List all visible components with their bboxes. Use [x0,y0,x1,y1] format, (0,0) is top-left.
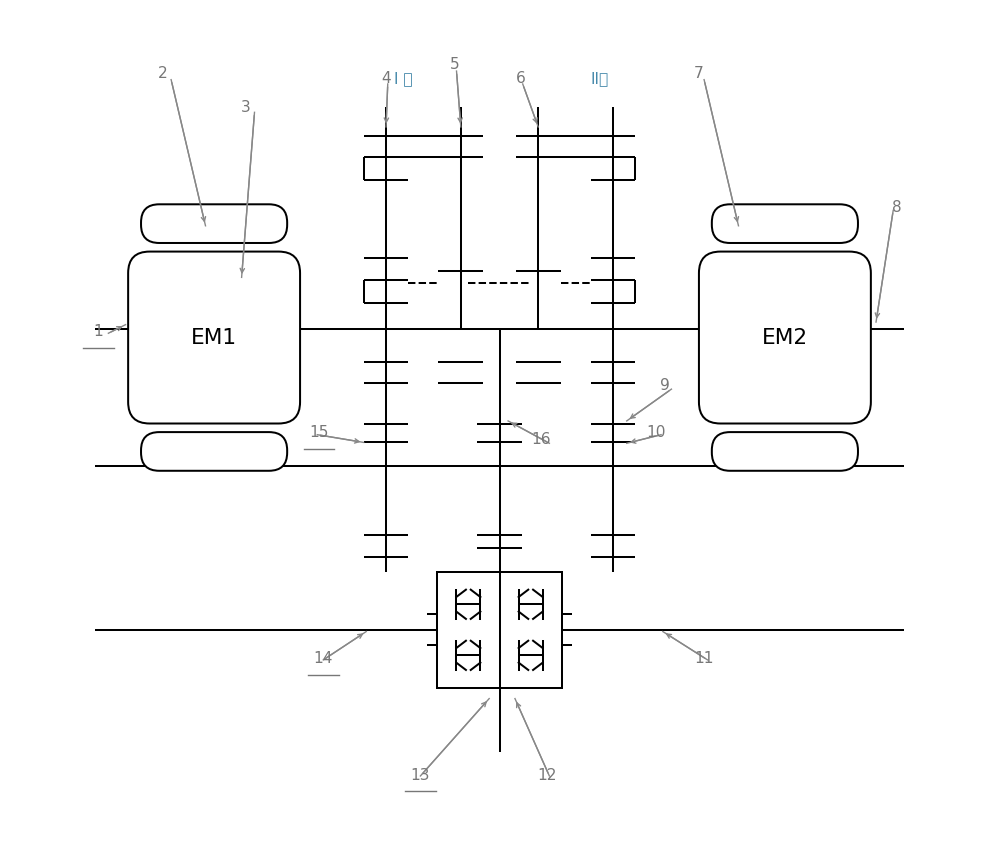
Text: 5: 5 [450,57,460,73]
Text: 10: 10 [646,425,665,440]
Text: 1: 1 [93,324,103,339]
Text: 8: 8 [892,200,901,215]
Text: I 档: I 档 [394,71,413,87]
Text: 13: 13 [411,767,431,782]
Text: 2: 2 [158,66,168,81]
Text: 7: 7 [694,66,704,81]
FancyBboxPatch shape [141,432,287,471]
Text: EM1: EM1 [191,328,237,348]
Bar [438,572,561,688]
Text: 15: 15 [310,425,329,440]
FancyBboxPatch shape [712,432,858,471]
Text: 6: 6 [516,71,525,87]
Text: 14: 14 [314,650,333,665]
FancyBboxPatch shape [128,252,300,424]
FancyBboxPatch shape [712,205,858,244]
FancyBboxPatch shape [141,205,287,244]
FancyBboxPatch shape [699,252,871,424]
Text: 12: 12 [537,767,556,782]
Text: 11: 11 [694,650,714,665]
Text: EM2: EM2 [762,328,808,348]
Text: II档: II档 [591,71,609,87]
Text: 4: 4 [382,71,391,87]
Text: 3: 3 [241,100,251,115]
Text: 16: 16 [531,432,550,447]
Text: 9: 9 [660,378,670,393]
